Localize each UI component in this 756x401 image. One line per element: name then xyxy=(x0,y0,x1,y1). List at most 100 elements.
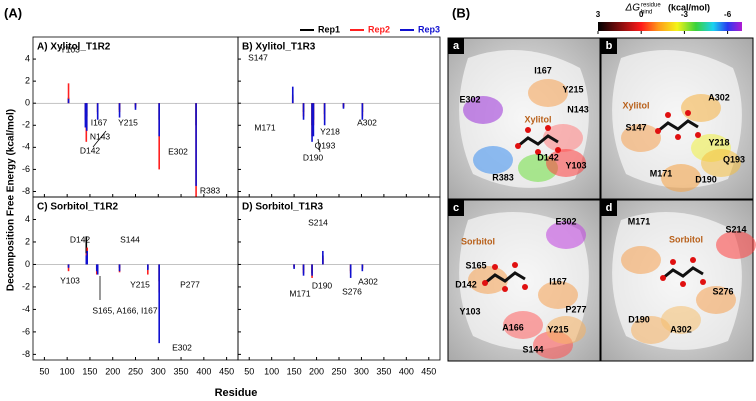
annotation: Y103 xyxy=(60,44,80,54)
panel-letter: d xyxy=(606,202,613,214)
ligand-atom xyxy=(482,280,488,286)
annotation: S165, A166, I167 xyxy=(92,305,157,315)
ligand-atom xyxy=(685,110,691,116)
y-tick-label: 4 xyxy=(25,53,30,63)
residue-label: E302 xyxy=(459,94,480,104)
x-tick-label: 150 xyxy=(287,366,302,376)
residue-label: I167 xyxy=(534,65,552,75)
y-tick-label: -4 xyxy=(22,304,30,314)
y-tick-label: -8 xyxy=(22,349,30,359)
ligand-atom xyxy=(665,112,671,118)
annotation: R383 xyxy=(200,185,221,195)
x-tick-label: 100 xyxy=(60,366,75,376)
residue-surface xyxy=(543,124,583,152)
annotation: S276 xyxy=(342,286,362,296)
panel-letter: c xyxy=(453,202,459,214)
y-tick-label: 0 xyxy=(25,259,30,269)
ligand-atom xyxy=(670,259,676,265)
residue-label: S214 xyxy=(725,224,746,234)
annotation: M171 xyxy=(254,122,276,132)
ligand-atom xyxy=(512,262,518,268)
ligand-label: Xylitol xyxy=(622,100,649,110)
annotation: A302 xyxy=(357,117,377,127)
residue-surface xyxy=(473,146,513,174)
y-tick-label: 0 xyxy=(25,98,30,108)
residue-label: E302 xyxy=(555,216,576,226)
structure-panel: c Sorbitol E302 S165 D142 I167 P277 Y103 A166 Y21… xyxy=(447,199,601,362)
ligand-atom xyxy=(700,279,706,285)
colorbar-tick-label: -3 xyxy=(681,10,689,19)
colorbar xyxy=(598,22,742,31)
residue-surface xyxy=(716,231,756,259)
annotation: P277 xyxy=(180,279,200,289)
y-tick-label: -4 xyxy=(22,142,30,152)
ligand-atom xyxy=(545,125,551,131)
annotation: Q193 xyxy=(315,140,336,150)
panel-letter: b xyxy=(606,40,613,52)
ligand-bonds xyxy=(484,271,526,285)
residue-label: D142 xyxy=(537,152,559,162)
residue-label: S147 xyxy=(625,122,646,132)
residue-label: D190 xyxy=(628,314,650,324)
residue-label: A302 xyxy=(670,324,692,334)
panel-letter-bg xyxy=(448,200,464,216)
residue-surface xyxy=(528,79,568,107)
ligand-atom xyxy=(690,257,696,263)
residue-label: Y215 xyxy=(562,84,583,94)
residue-surface xyxy=(621,124,661,152)
annotation: D190 xyxy=(312,280,333,290)
ligand-atom xyxy=(492,264,498,270)
residue-label: D142 xyxy=(455,279,477,289)
ligand-atom xyxy=(680,281,686,287)
residue-label: S144 xyxy=(522,344,543,354)
ligand-atom xyxy=(675,134,681,140)
residue-label: A302 xyxy=(708,92,730,102)
panel-label: (B) xyxy=(452,5,470,20)
ligand-atom xyxy=(695,132,701,138)
y-tick-label: -6 xyxy=(22,326,30,336)
ligand-bonds xyxy=(517,134,559,148)
panel-label: (A) xyxy=(4,5,22,20)
y-tick-label: 2 xyxy=(25,236,30,246)
chart-title: C) Sorbitol_T1R2 xyxy=(37,202,119,213)
x-tick-label: 400 xyxy=(196,366,211,376)
residue-surface xyxy=(546,149,586,177)
y-tick-label: -2 xyxy=(22,281,30,291)
y-tick-label: -6 xyxy=(22,164,30,174)
residue-label: N143 xyxy=(567,104,589,114)
ligand-atom xyxy=(655,128,661,134)
colorbar-sup: residue xyxy=(641,3,661,9)
annotation: Y215 xyxy=(118,117,138,127)
chart-title: D) Sorbitol_T1R3 xyxy=(242,202,324,213)
x-tick-label: 300 xyxy=(354,366,369,376)
y-tick-label: 2 xyxy=(25,76,30,86)
residue-label: S165 xyxy=(465,260,486,270)
plot-frame xyxy=(237,36,441,198)
residue-surface xyxy=(546,221,586,249)
x-tick-label: 300 xyxy=(151,366,166,376)
residue-surface xyxy=(546,316,586,344)
chart-title: B) Xylitol_T1R3 xyxy=(242,42,316,53)
ligand-label: Sorbitol xyxy=(461,236,495,246)
panel-letter: a xyxy=(453,40,460,52)
x-tick-label: 200 xyxy=(105,366,120,376)
residue-label: S276 xyxy=(712,286,733,296)
residue-label: Y103 xyxy=(459,306,480,316)
ligand-atom xyxy=(660,275,666,281)
colorbar-sub: bind xyxy=(641,10,652,16)
x-tick-label: 200 xyxy=(309,366,324,376)
residue-label: Y103 xyxy=(565,160,586,170)
annotation: A302 xyxy=(358,276,378,286)
panel-letter-bg xyxy=(601,200,617,216)
x-tick-label: 250 xyxy=(128,366,143,376)
colorbar-unit: (kcal/mol) xyxy=(668,2,710,12)
colorbar-tick-label: 3 xyxy=(596,10,601,19)
x-tick-label: 50 xyxy=(244,366,254,376)
annotation: E302 xyxy=(168,146,188,156)
panel-letter-bg xyxy=(448,38,464,54)
residue-label: D190 xyxy=(695,174,717,184)
x-tick-label: 250 xyxy=(331,366,346,376)
ligand-atom xyxy=(515,143,521,149)
x-tick-label: 450 xyxy=(219,366,234,376)
y-tick-label: 4 xyxy=(25,214,30,224)
